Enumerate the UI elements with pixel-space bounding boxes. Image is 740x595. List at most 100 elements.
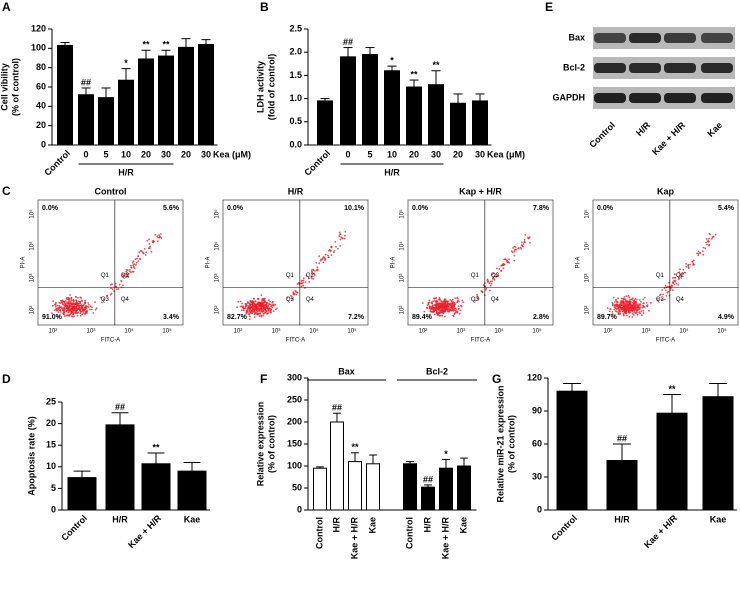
event-dot (264, 309, 267, 312)
x-tick-label: 10³ (87, 329, 96, 335)
event-dot (512, 247, 514, 249)
significance-mark: ** (410, 69, 418, 79)
event-dot (460, 305, 463, 308)
event-dot (263, 312, 266, 314)
significance-mark: ** (152, 442, 160, 452)
y-tick-label: 10 (46, 461, 56, 471)
event-dot (684, 271, 687, 274)
series-label: Bcl-2 (426, 366, 448, 376)
event-dot (145, 251, 148, 254)
significance-mark: ## (343, 37, 353, 47)
event-dot (432, 300, 434, 303)
x-tick-label: 10 (387, 149, 397, 159)
x-tick-label: Control (549, 513, 579, 543)
event-dot (626, 305, 628, 308)
y-tick-label: 300 (287, 372, 302, 382)
event-dot (662, 293, 664, 296)
event-dot (677, 283, 680, 286)
event-dot (81, 300, 83, 302)
event-dot (656, 299, 659, 302)
event-dot (633, 300, 636, 302)
event-dot (635, 301, 637, 304)
event-dot (429, 313, 431, 316)
event-dot (268, 308, 270, 311)
event-dot (73, 304, 76, 306)
event-dot (625, 295, 628, 298)
x-tick-label: Control (42, 148, 72, 178)
event-dot (63, 315, 66, 317)
event-dot (627, 305, 630, 308)
event-dot (445, 306, 447, 309)
event-dot (260, 294, 263, 296)
event-dot (625, 311, 628, 314)
event-dot (462, 301, 465, 303)
event-dot (139, 250, 142, 252)
y-tick-label: 5 (51, 483, 56, 493)
event-dot (320, 258, 322, 261)
significance-mark: * (390, 55, 394, 65)
y-tick-label: 100 (287, 460, 302, 470)
y-axis-title: LDH activity (255, 61, 265, 113)
event-dot (62, 309, 65, 312)
event-dot (122, 284, 124, 287)
event-dot (314, 270, 316, 272)
y-tick-label: 0.0 (289, 139, 302, 149)
event-dot (330, 254, 333, 257)
y-axis-title: (% of control) (10, 58, 20, 116)
event-dot (66, 298, 69, 301)
bar (362, 54, 378, 146)
event-dot (70, 299, 73, 302)
event-dot (54, 303, 56, 306)
event-dot (638, 299, 641, 301)
event-dot (671, 285, 674, 287)
event-dot (491, 280, 493, 283)
event-dot (253, 313, 256, 316)
event-dot (631, 299, 634, 301)
x-axis-title: FITC-A (471, 338, 490, 344)
event-dot (61, 299, 64, 302)
event-dot (64, 300, 67, 302)
event-dot (632, 297, 634, 300)
event-dot (674, 279, 677, 282)
event-dot (290, 294, 292, 297)
significance-mark: ** (432, 60, 440, 70)
event-dot (432, 309, 434, 311)
event-dot (259, 308, 261, 310)
event-dot (495, 273, 498, 275)
bar (141, 463, 171, 511)
event-dot (111, 283, 113, 286)
event-dot (79, 302, 81, 304)
event-dot (89, 308, 91, 311)
event-dot (77, 311, 79, 314)
bar (406, 86, 422, 146)
y-tick-label: 10⁵ (399, 209, 406, 219)
event-dot (296, 291, 299, 294)
event-dot (334, 241, 337, 243)
event-dot (142, 252, 145, 254)
event-dot (57, 315, 59, 318)
event-dot (450, 305, 453, 308)
event-dot (627, 294, 630, 297)
event-dot (310, 269, 313, 271)
event-dot (433, 297, 435, 300)
y-tick-label: 10⁵ (584, 209, 591, 219)
event-dot (70, 310, 73, 313)
event-dot (327, 254, 329, 257)
event-dot (490, 282, 493, 285)
event-dot (455, 308, 458, 311)
quadrant-percent: 0.0% (227, 205, 244, 212)
event-dot (301, 279, 304, 282)
event-dot (440, 309, 443, 311)
event-dot (497, 274, 500, 277)
significance-mark: ## (617, 433, 627, 443)
event-dot (74, 307, 76, 310)
event-dot (434, 308, 437, 311)
event-dot (130, 266, 133, 269)
event-dot (147, 247, 150, 250)
y-tick-label: 120 (527, 372, 542, 382)
event-dot (99, 296, 102, 299)
quadrant-percent: 5.4% (718, 205, 735, 212)
event-dot (621, 310, 624, 312)
event-dot (508, 258, 510, 261)
